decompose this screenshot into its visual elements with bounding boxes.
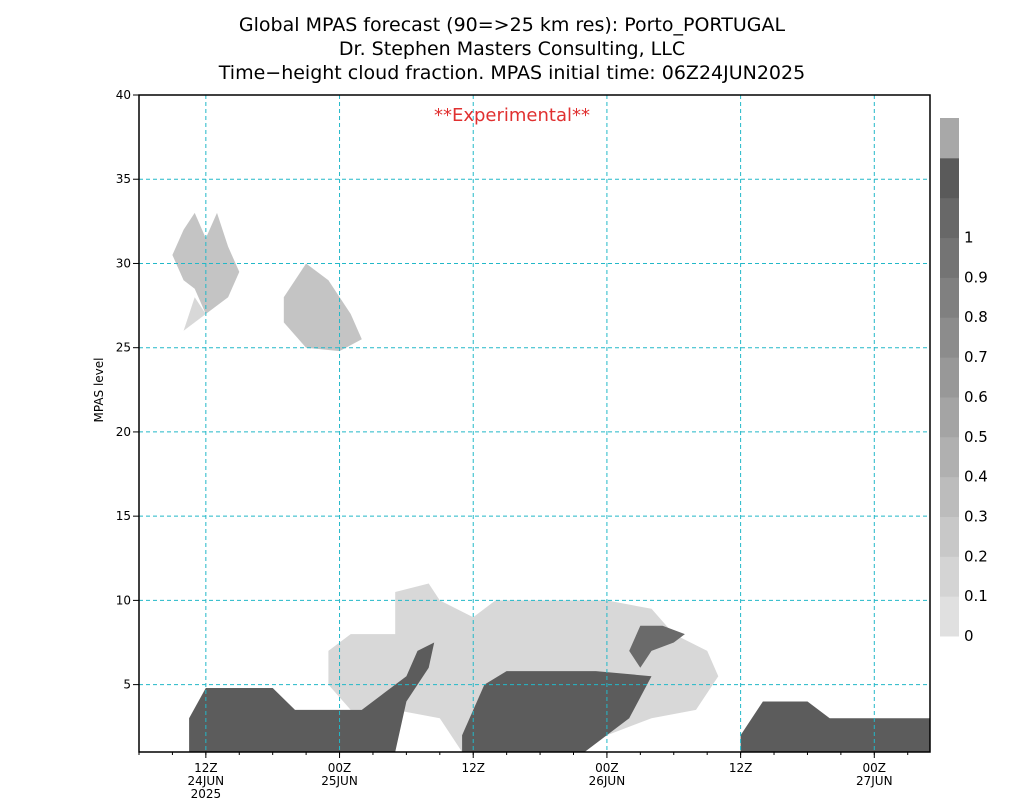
colorbar: 0 0.1 0.2 0.3 0.4 0.5 0.6 0.7 0.8 0.9 1 [940, 118, 988, 645]
x-tick-sublabel: 27JUN [856, 774, 893, 788]
x-tick-label: 00Z [595, 761, 619, 775]
x-tick-sublabel: 25JUN [321, 774, 358, 788]
x-tick-sublabel: 24JUN [188, 774, 225, 788]
y-tick-label: 30 [116, 256, 131, 270]
colorbar-label: 0.5 [964, 428, 988, 446]
colorbar-label: 0.2 [964, 547, 988, 565]
cloud-region [462, 671, 652, 752]
cloud-region [183, 297, 206, 331]
cloud-fraction-fills [172, 212, 930, 752]
colorbar-swatch [940, 277, 959, 318]
x-tick-sublabel: 26JUN [589, 774, 626, 788]
cloud-region [740, 701, 930, 752]
y-tick-label: 35 [116, 172, 131, 186]
colorbar-label: 0.3 [964, 507, 988, 525]
x-tick-label: 00Z [863, 761, 887, 775]
y-tick-label: 15 [116, 509, 131, 523]
grid-lines [139, 95, 930, 752]
x-tick-label: 00Z [328, 761, 352, 775]
x-tick-label: 12Z [461, 761, 485, 775]
colorbar-label: 0.6 [964, 388, 988, 406]
plot-frame [138, 94, 931, 753]
colorbar-swatch [940, 118, 959, 159]
cloud-region [629, 625, 685, 668]
colorbar-swatch [940, 317, 959, 358]
colorbar-swatch [940, 396, 959, 438]
y-tick-label: 5 [123, 678, 131, 692]
chart-title: Global MPAS forecast (90=>25 km res): Po… [218, 14, 805, 84]
colorbar-swatch [940, 516, 959, 557]
x-tick-label: 12Z [729, 761, 753, 775]
colorbar-swatch [940, 197, 959, 239]
y-tick-label: 40 [116, 88, 131, 102]
cloud-region [283, 263, 362, 352]
colorbar-swatch [940, 556, 959, 597]
colorbar-label: 0 [964, 627, 974, 645]
x-tick-sublabel: 2025 [191, 787, 222, 800]
y-tick-label: 10 [116, 593, 131, 607]
colorbar-label: 0.9 [964, 268, 988, 286]
colorbar-swatch [940, 157, 959, 199]
y-axis: 5 10 15 20 25 30 35 40 [116, 88, 139, 692]
colorbar-swatch [940, 436, 959, 478]
y-tick-label: 25 [116, 341, 131, 355]
title-line-2: Dr. Stephen Masters Consulting, LLC [339, 38, 685, 60]
colorbar-label: 0.1 [964, 587, 988, 605]
y-axis-label: MPAS level [92, 358, 106, 423]
colorbar-label: 1 [964, 229, 974, 247]
colorbar-swatch [940, 237, 959, 278]
cloud-region [189, 642, 435, 752]
y-tick-label: 20 [116, 425, 131, 439]
experimental-watermark: **Experimental** [434, 105, 590, 126]
colorbar-swatch [940, 357, 959, 398]
colorbar-label: 0.7 [964, 348, 988, 366]
title-line-1: Global MPAS forecast (90=>25 km res): Po… [239, 14, 786, 36]
colorbar-swatch [940, 476, 959, 517]
colorbar-swatch [940, 596, 959, 637]
colorbar-label: 0.4 [964, 468, 988, 486]
x-tick-label: 12Z [194, 761, 218, 775]
colorbar-label: 0.8 [964, 308, 988, 326]
title-line-3: Time−height cloud fraction. MPAS initial… [218, 62, 805, 84]
